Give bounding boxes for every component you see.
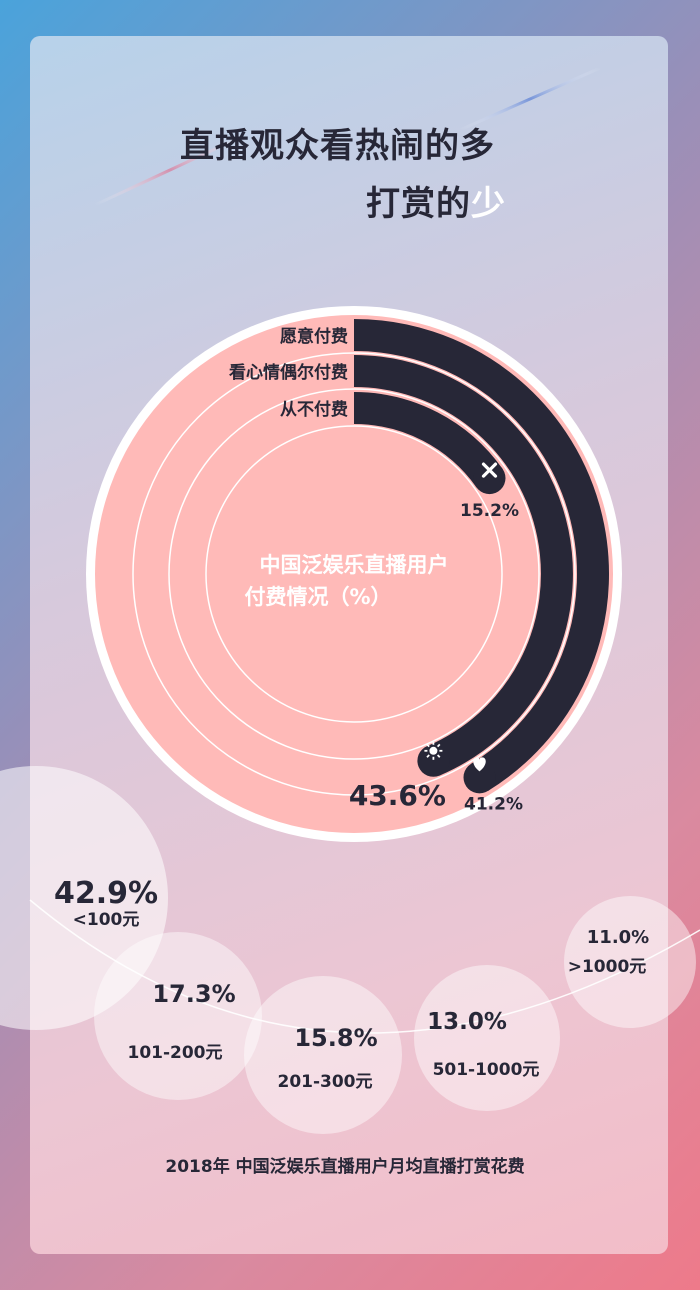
sun-icon — [424, 741, 443, 760]
series-1-arc-cap — [463, 761, 496, 794]
bubble-5-category: >1000元 — [568, 957, 647, 977]
series-2-name-label: 看心情偶尔付费 — [228, 362, 348, 383]
bubble-4-value: 13.0% — [427, 1009, 507, 1035]
bubble-4 — [414, 965, 560, 1111]
series-labels: 41.2% 愿意付费 43.6% 看心情偶尔付费 15.2% 从不付费 — [228, 326, 523, 814]
headline-prefix: 打赏的 — [366, 184, 471, 224]
guide-ring-1 — [132, 352, 576, 796]
streak-right — [459, 66, 601, 132]
heart-icon — [473, 757, 486, 772]
bubble-4-category: 501-1000元 — [433, 1060, 540, 1080]
series-2-value-label: 43.6% — [349, 779, 446, 812]
bubble-1-category: <100元 — [73, 910, 140, 930]
radial-base-disc — [95, 315, 613, 833]
series-3-name-label: 从不付费 — [280, 399, 348, 420]
headline-line-1: 直播观众看热闹的多 — [180, 126, 495, 166]
series-3-arc-cap — [473, 462, 506, 495]
guide-ring-2 — [168, 388, 540, 760]
series-3-arc — [353, 392, 503, 488]
bubble-2 — [94, 932, 262, 1100]
bubble-5 — [564, 896, 696, 1028]
headline-highlight: 少 — [471, 184, 506, 224]
series-2-arc — [353, 355, 573, 776]
series-2-arc-cap — [417, 744, 450, 777]
close-icon — [481, 462, 498, 478]
bubble-2-value: 17.3% — [152, 980, 235, 1008]
bubble-3-category: 201-300元 — [277, 1072, 372, 1092]
series-1-arc — [353, 319, 609, 792]
guide-ring-3 — [205, 425, 503, 723]
bubble-5-value: 11.0% — [587, 927, 649, 948]
series-1-value-label: 41.2% — [464, 794, 523, 814]
bubble-1 — [0, 766, 168, 1030]
bubble-3-value: 15.8% — [294, 1024, 377, 1052]
radial-title-line-1: 中国泛娱乐直播用户 — [260, 553, 449, 577]
bubble-chart-caption: 2018年 中国泛娱乐直播用户月均直播打赏花费 — [165, 1156, 524, 1177]
series-1-name-label: 愿意付费 — [280, 326, 348, 347]
radial-arcs — [353, 319, 609, 794]
headline-line-2: 打赏的少 — [366, 176, 506, 225]
bubble-3 — [244, 976, 402, 1134]
bubble-1-value: 42.9% — [54, 876, 158, 911]
bubble-group: 42.9%<100元 17.3% 101-200元 15.8% 201-300元 13.0… — [0, 766, 696, 1134]
series-3-value-label: 15.2% — [460, 501, 519, 521]
radial-title-line-2: 付费情况（%） — [244, 585, 391, 609]
bubble-2-category: 101-200元 — [127, 1043, 222, 1063]
streak-left — [94, 133, 246, 207]
